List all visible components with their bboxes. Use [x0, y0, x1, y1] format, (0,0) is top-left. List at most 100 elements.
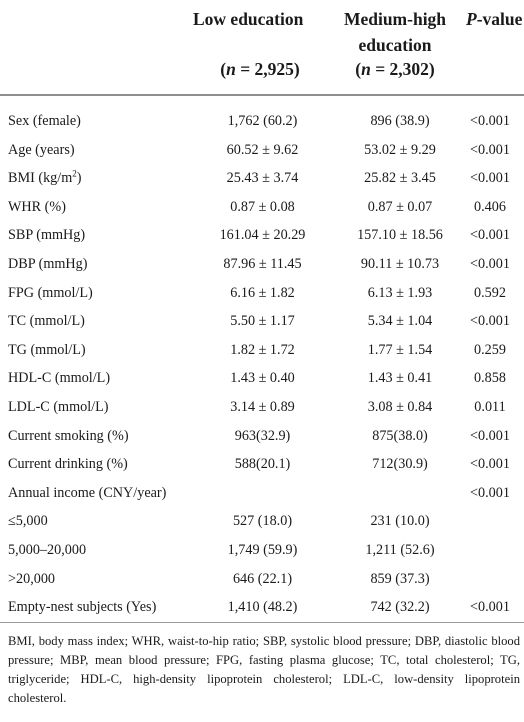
low-value: 527 (18.0) — [232, 513, 293, 530]
table-row: Current smoking (%) 963(32.9) 875(38.0) <0.… — [0, 423, 524, 452]
row-label: Current smoking (%) — [8, 427, 129, 444]
medhigh-value: 157.10 ± 18.56 — [357, 227, 443, 244]
n-value-low: = 2,925 — [235, 59, 294, 79]
header-divider — [0, 94, 524, 96]
low-value: 87.96 ± 11.45 — [223, 255, 302, 272]
medhigh-value: 1.77 ± 1.54 — [367, 341, 433, 358]
col-medium-high-n: (n = 2,302) — [355, 59, 435, 79]
table-row: BMI (kg/m2) 25.43 ± 3.74 25.82 ± 3.45 <0.00… — [0, 165, 524, 194]
col-low-education-n: (n = 2,925) — [220, 59, 300, 79]
p-value: <0.001 — [470, 599, 510, 616]
medhigh-value: 742 (32.2) — [370, 599, 430, 616]
medhigh-value: 1.43 ± 0.41 — [367, 370, 433, 387]
medhigh-value: 25.82 ± 3.45 — [364, 170, 436, 187]
table-row: Age (years) 60.52 ± 9.62 53.02 ± 9.29 <0.00… — [0, 137, 524, 166]
medhigh-value: 5.34 ± 1.04 — [367, 313, 433, 330]
table-header: Low education Medium-high education P-va… — [0, 0, 524, 94]
row-label: BMI (kg/m2) — [8, 168, 82, 187]
p-value: <0.001 — [470, 427, 510, 444]
row-label: Empty-nest subjects (Yes) — [8, 599, 157, 616]
col-medium-high-title-line2: education — [358, 35, 432, 55]
table-row: Empty-nest subjects (Yes) 1,410 (48.2) 742… — [0, 594, 524, 623]
table-row: WHR (%) 0.87 ± 0.08 0.87 ± 0.07 0.406 — [0, 194, 524, 223]
p-value: <0.001 — [470, 113, 510, 129]
label-superscript: 2 — [72, 168, 77, 179]
table-row: >20,000 646 (22.1) 859 (37.3) — [0, 566, 524, 595]
table-row: 5,000–20,000 1,749 (59.9) 1,211 (52.6) — [0, 537, 524, 566]
p-value: <0.001 — [470, 456, 510, 473]
p-value: <0.001 — [470, 170, 510, 187]
p-value: 0.858 — [474, 370, 506, 387]
medhigh-value: 6.13 ± 1.93 — [367, 284, 433, 301]
table-row: FPG (mmol/L) 6.16 ± 1.82 6.13 ± 1.93 0.592 — [0, 280, 524, 309]
p-value: <0.001 — [470, 141, 510, 158]
table-footnote: BMI, body mass index; WHR, waist-to-hip … — [8, 634, 520, 705]
table-row: TG (mmol/L) 1.82 ± 1.72 1.77 ± 1.54 0.259 — [0, 337, 524, 366]
row-label: TG (mmol/L) — [8, 341, 86, 358]
table-body: Sex (female) 1,762 (60.2) 896 (38.9) <0.001… — [0, 108, 524, 623]
p-value: 0.592 — [474, 284, 506, 301]
row-label: HDL-C (mmol/L) — [8, 370, 111, 387]
low-value: 963(32.9) — [234, 427, 291, 444]
low-value: 1,762 (60.2) — [227, 113, 298, 129]
low-value: 25.43 ± 3.74 — [226, 170, 299, 187]
table-row: ≤5,000 527 (18.0) 231 (10.0) — [0, 508, 524, 537]
row-label: DBP (mmHg) — [8, 255, 88, 272]
row-label: Current drinking (%) — [8, 456, 128, 473]
p-value: 0.011 — [474, 398, 506, 415]
low-value: 1.82 ± 1.72 — [230, 341, 295, 358]
table-row: HDL-C (mmol/L) 1.43 ± 0.40 1.43 ± 0.41 0.85… — [0, 365, 524, 394]
p-value: <0.001 — [470, 313, 510, 330]
p-value: 0.259 — [474, 341, 506, 358]
row-label: FPG (mmol/L) — [8, 284, 93, 301]
medhigh-value: 712(30.9) — [372, 456, 428, 473]
low-value: 1,410 (48.2) — [227, 599, 298, 616]
medhigh-value: 1,211 (52.6) — [365, 541, 435, 558]
label-close: ) — [76, 170, 82, 187]
table-row: DBP (mmHg) 87.96 ± 11.45 90.11 ± 10.73 <0.0… — [0, 251, 524, 280]
row-label: Age (years) — [8, 141, 75, 158]
table-row: Annual income (CNY/year) <0.001 — [0, 480, 524, 509]
p-rest: -value — [476, 9, 523, 29]
footnote-divider — [0, 622, 524, 623]
table-row: TC (mmol/L) 5.50 ± 1.17 5.34 ± 1.04 <0.001 — [0, 308, 524, 337]
row-label: Annual income (CNY/year) — [8, 484, 167, 501]
row-label: >20,000 — [8, 570, 56, 587]
row-label: TC (mmol/L) — [8, 313, 85, 330]
n-value-medhigh: = 2,302 — [370, 59, 429, 79]
row-label: ≤5,000 — [8, 513, 48, 530]
medhigh-value: 875(38.0) — [372, 427, 428, 444]
medhigh-value: 231 (10.0) — [370, 513, 430, 530]
low-value: 3.14 ± 0.89 — [230, 398, 295, 415]
medhigh-value: 0.87 ± 0.07 — [367, 198, 433, 215]
p-italic: P — [466, 9, 477, 29]
col-medium-high-title-line1: Medium-high — [343, 9, 447, 29]
table-row: LDL-C (mmol/L) 3.14 ± 0.89 3.08 ± 0.84 0.01… — [0, 394, 524, 423]
medhigh-value: 859 (37.3) — [370, 570, 430, 587]
p-value: <0.001 — [470, 255, 510, 272]
medhigh-value: 53.02 ± 9.29 — [364, 141, 436, 158]
low-value: 1.43 ± 0.40 — [230, 370, 295, 387]
n-symbol-low: n — [226, 59, 236, 79]
low-value: 60.52 ± 9.62 — [226, 141, 299, 158]
low-value: 588(20.1) — [234, 456, 291, 473]
row-label: SBP (mmHg) — [8, 227, 86, 244]
p-value: 0.406 — [474, 198, 506, 215]
table-row: Sex (female) 1,762 (60.2) 896 (38.9) <0.001 — [0, 108, 524, 137]
p-value: <0.001 — [470, 484, 510, 501]
row-label: LDL-C (mmol/L) — [8, 398, 109, 415]
low-value: 161.04 ± 20.29 — [219, 227, 306, 244]
row-label: 5,000–20,000 — [8, 541, 87, 558]
n-symbol-medhigh: n — [361, 59, 371, 79]
table-row: Current drinking (%) 588(20.1) 712(30.9) <0… — [0, 451, 524, 480]
low-value: 0.87 ± 0.08 — [230, 198, 295, 215]
low-value: 1,749 (59.9) — [227, 541, 298, 558]
medhigh-value: 3.08 ± 0.84 — [367, 398, 433, 415]
medhigh-value: 90.11 ± 10.73 — [360, 255, 440, 272]
col-low-education-title: Low education — [193, 9, 304, 29]
low-value: 6.16 ± 1.82 — [230, 284, 295, 301]
col-p-value-title: P-value — [466, 9, 524, 30]
row-label: WHR (%) — [8, 198, 66, 215]
low-value: 5.50 ± 1.17 — [230, 313, 295, 330]
